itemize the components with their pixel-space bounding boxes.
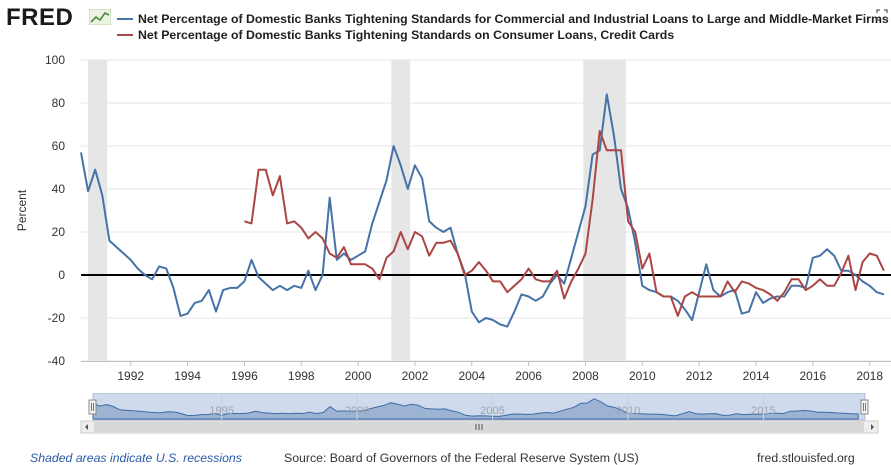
scroll-left-icon[interactable] xyxy=(85,424,88,430)
legend-label: Net Percentage of Domestic Banks Tighten… xyxy=(138,28,675,42)
x-tick-label: 2010 xyxy=(629,369,656,383)
scroll-right-icon[interactable] xyxy=(871,424,874,430)
legend-swatch xyxy=(117,33,133,36)
x-tick-label: 2016 xyxy=(799,369,826,383)
gridlines xyxy=(81,59,891,362)
navigator-scrollbar[interactable] xyxy=(80,420,879,434)
legend-item-series-2: Net Percentage of Domestic Banks Tighten… xyxy=(117,28,674,44)
series-line-2[interactable] xyxy=(244,130,885,317)
x-axis: 1992 1994 1996 1998 2000 2002 2004 2006 2008 2010… xyxy=(81,361,891,383)
recession-note: Shaded areas indicate U.S. recessions xyxy=(30,451,242,465)
navigator-tick-label: 2015 xyxy=(751,405,775,417)
navigator-area xyxy=(92,398,859,420)
navigator-tick-label: 2005 xyxy=(480,405,504,417)
x-tick-label: 2002 xyxy=(402,369,429,383)
navigator-handle-left[interactable] xyxy=(88,399,97,415)
range-navigator[interactable]: 1995 2000 2005 2010 2015 xyxy=(0,393,891,435)
fred-logo[interactable]: FRED xyxy=(6,4,74,31)
y-tick-label: -20 xyxy=(48,311,66,325)
y-axis: -40 -20 0 20 40 60 80 100 xyxy=(45,53,65,368)
y-tick-label: -40 xyxy=(48,354,66,368)
x-tick-label: 2006 xyxy=(515,369,542,383)
recession-band xyxy=(88,60,108,361)
series-line-1[interactable] xyxy=(80,93,885,328)
navigator-tick-label: 1995 xyxy=(209,405,233,417)
legend-label: Net Percentage of Domestic Banks Tighten… xyxy=(138,12,889,26)
chart-footer: Shaded areas indicate U.S. recessions So… xyxy=(0,447,891,465)
legend-swatch xyxy=(117,17,133,20)
navigator-tick-label: 2000 xyxy=(345,405,369,417)
x-tick-label: 1998 xyxy=(288,369,315,383)
y-axis-label: Percent xyxy=(15,189,29,231)
y-tick-label: 40 xyxy=(52,182,66,196)
y-tick-label: 100 xyxy=(45,53,65,67)
x-tick-label: 2014 xyxy=(743,369,770,383)
series-lines xyxy=(80,93,885,328)
y-tick-label: 20 xyxy=(52,225,66,239)
chart-header: FRED Net Percentage of Domestic Banks Ti… xyxy=(0,0,891,50)
navigator-ticks: 1995 2000 2005 2010 2015 xyxy=(209,393,776,420)
x-tick-label: 2000 xyxy=(345,369,372,383)
navigator-series xyxy=(92,398,859,420)
x-tick-label: 2008 xyxy=(572,369,599,383)
x-tick-label: 1992 xyxy=(117,369,144,383)
grip-icon xyxy=(475,424,483,430)
x-tick-label: 2012 xyxy=(686,369,713,383)
expand-icon[interactable] xyxy=(876,9,888,21)
recession-band xyxy=(391,60,411,361)
source-note: Source: Board of Governors of the Federa… xyxy=(284,451,639,465)
navigator-handle-right[interactable] xyxy=(860,399,869,415)
x-tick-label: 2004 xyxy=(458,369,485,383)
line-chart-icon xyxy=(89,9,111,25)
legend-item-series-1: Net Percentage of Domestic Banks Tighten… xyxy=(117,12,889,28)
x-tick-label: 2018 xyxy=(856,369,883,383)
recession-shading xyxy=(88,60,626,361)
site-link[interactable]: fred.stlouisfed.org xyxy=(757,451,855,465)
line-chart: -40 -20 0 20 40 60 80 100 1992 1994 1996 1998 2000 2… xyxy=(15,53,891,383)
navigator-tick-label: 2010 xyxy=(616,405,640,417)
y-tick-label: 80 xyxy=(52,96,66,110)
y-tick-label: 60 xyxy=(52,139,66,153)
y-tick-label: 0 xyxy=(58,268,65,282)
x-tick-label: 1996 xyxy=(231,369,258,383)
x-tick-label: 1994 xyxy=(174,369,201,383)
